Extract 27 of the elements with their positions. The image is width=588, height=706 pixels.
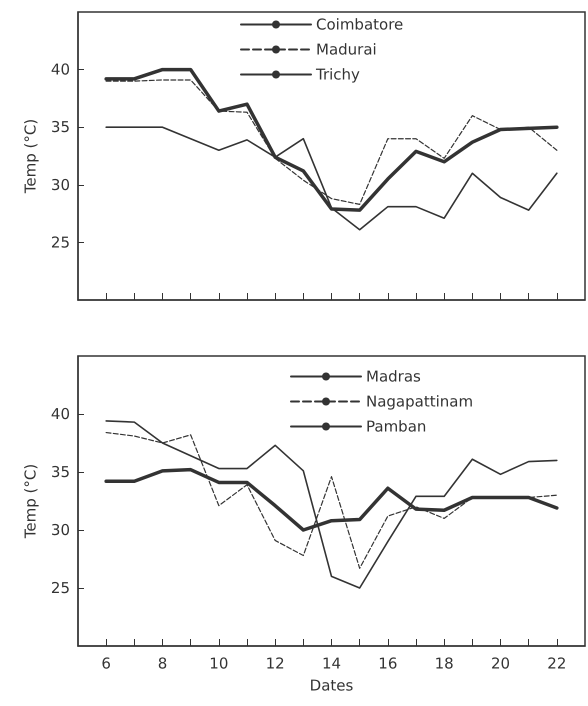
- y-tick-label: 25: [50, 233, 70, 252]
- y-axis-title: Temp (°C): [22, 118, 40, 194]
- x-tick-label: 22: [547, 654, 566, 672]
- y-tick-label: 35: [50, 118, 70, 136]
- y-axis-title: Temp (°C): [22, 464, 40, 540]
- line-series: [105, 420, 558, 589]
- y-tick-label: 25: [50, 579, 70, 597]
- x-tick-label: 18: [434, 654, 454, 672]
- x-tick-label: 20: [490, 654, 510, 672]
- x-tick-label: 14: [322, 654, 342, 672]
- legend-label: Coimbatore: [316, 16, 404, 34]
- x-axis-title: Dates: [310, 676, 354, 694]
- y-tick-label: 40: [50, 405, 70, 423]
- x-tick-label: 6: [101, 654, 111, 672]
- y-tick-label: 30: [50, 521, 70, 539]
- x-tick-label: 10: [209, 654, 228, 672]
- legend-label: Pamban: [366, 418, 426, 436]
- legend-label: Madras: [366, 368, 422, 386]
- legend-label: Trichy: [315, 66, 360, 84]
- y-tick-label: 30: [50, 176, 70, 194]
- y-tick-label: 35: [50, 463, 70, 481]
- legend-label: Madurai: [316, 40, 377, 58]
- x-tick-label: 8: [158, 654, 168, 672]
- x-tick-label: 16: [378, 654, 398, 672]
- legend-label: Nagapattinam: [366, 392, 474, 410]
- x-tick-label: 12: [266, 654, 285, 672]
- y-tick-label: 40: [50, 60, 70, 79]
